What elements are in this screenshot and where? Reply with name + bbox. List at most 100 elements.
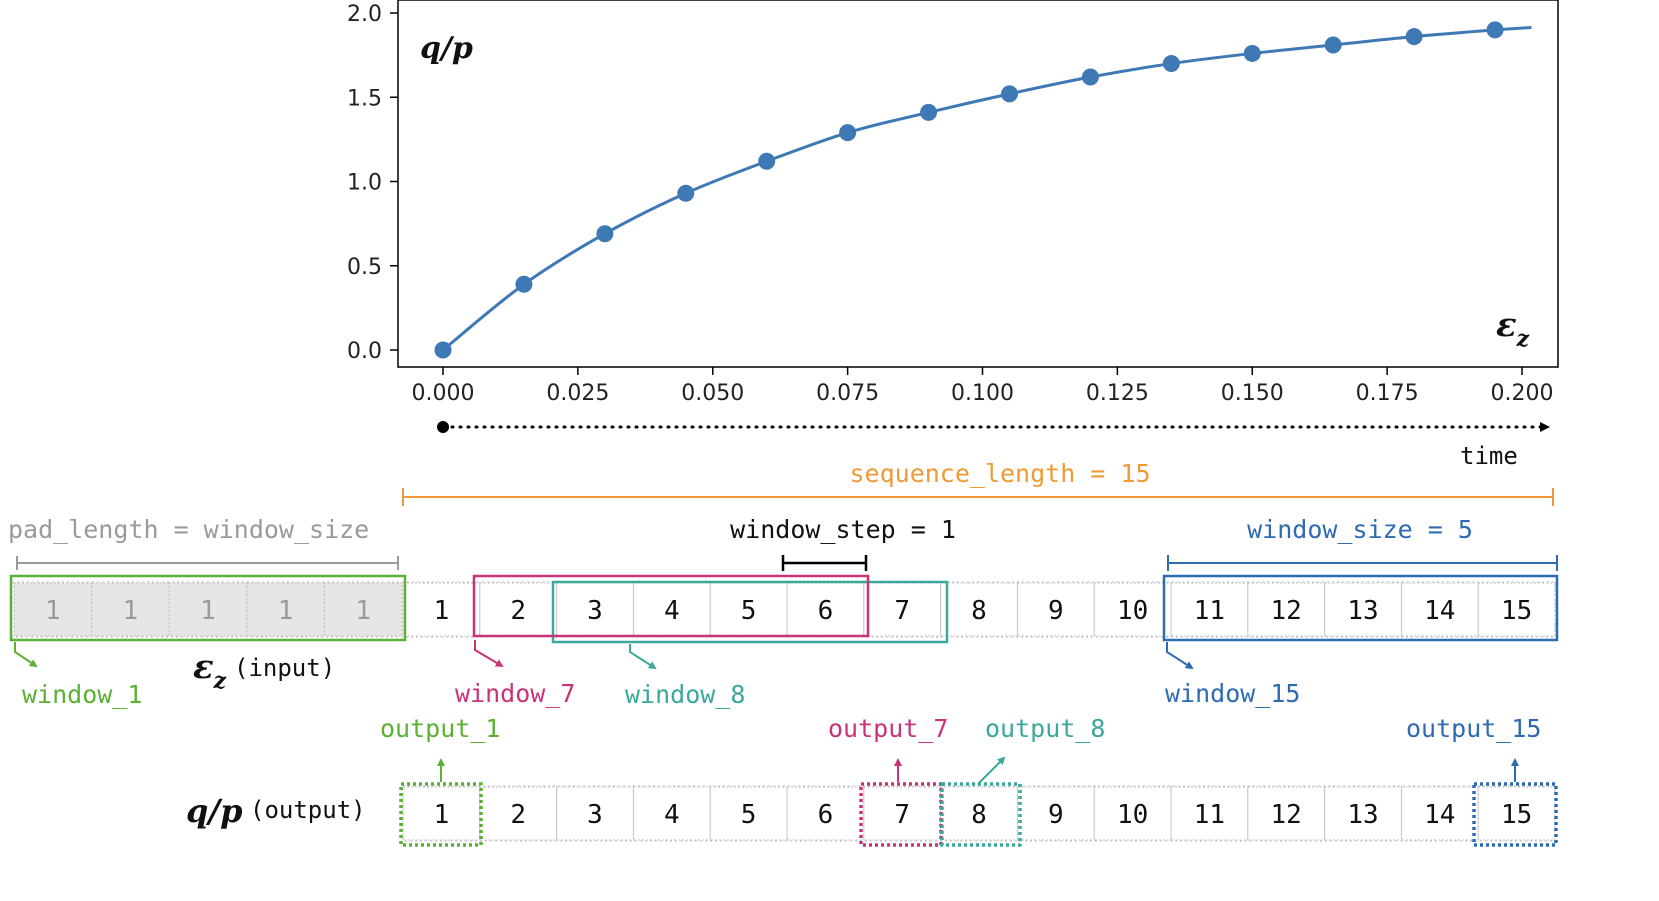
output-cell-value: 13 [1347,800,1378,830]
output-suffix: (output) [250,796,366,824]
output-row: 1 2 3 4 5 6 7 8 9 10 11 12 13 14 15 [402,785,1556,842]
sequence-length-label: sequence_length = 15 [849,459,1150,488]
input-cell-value: 13 [1347,596,1378,626]
pad-length-bracket [16,556,399,570]
output-cell [786,786,865,841]
data-point [677,184,695,202]
data-point [1486,21,1504,39]
y-axis-ticks: 0.0 0.5 1.0 1.5 2.0 [347,2,398,364]
plot-frame [397,0,1559,368]
input-cell-value: 10 [1117,596,1148,626]
pad-cell-value: 1 [355,596,371,626]
output-1-box [399,782,483,847]
window-8-label: window_8 [625,680,745,709]
x-axis-ticks: 0.000 0.025 0.050 0.075 0.100 0.125 0.150 0.175… [412,367,1554,406]
output-8-label: output_8 [985,714,1105,743]
input-cell-value: 2 [510,596,526,626]
input-cell [940,582,1018,637]
input-cell-value: 14 [1424,596,1455,626]
data-point [515,275,533,293]
output-cell [402,786,481,841]
input-cell-value: 1 [434,596,450,626]
output-cell-value: 7 [894,800,910,830]
input-cell [1400,582,1479,637]
pad-cell [323,582,403,637]
data-point [1243,44,1261,62]
output-cell [863,786,942,841]
output-cell [1247,786,1326,841]
output-cell-value: 2 [510,800,526,830]
input-symbol-eps: ε [193,647,214,687]
pad-cell [13,582,93,637]
window-1-label: window_1 [22,680,142,709]
output-cell [556,786,634,841]
output-15-label: output_15 [1406,714,1541,743]
input-cell-value: 6 [818,596,834,626]
output-cell [1093,786,1172,841]
input-cell [402,582,481,637]
input-cell-value: 3 [587,596,603,626]
output-cell-value: 3 [587,800,603,830]
input-cell-value: 7 [894,596,910,626]
data-point [434,341,452,359]
input-symbol: εz [193,647,227,694]
input-cell-value: 15 [1501,596,1532,626]
input-cell [1324,582,1402,637]
window-15-label: window_15 [1165,679,1300,708]
input-suffix: (input) [234,654,335,682]
data-point [1000,85,1018,103]
input-cell-value: 5 [741,596,757,626]
input-cell [1170,582,1249,637]
output-cell-value: 6 [818,800,834,830]
x-axis-label: εz [1496,305,1530,352]
output-cell-value: 14 [1424,800,1455,830]
data-point [1081,68,1099,86]
data-point [596,225,614,243]
x-tick-label: 0.100 [951,381,1014,406]
data-point [1324,36,1342,54]
output-cell-value: 4 [664,800,680,830]
output-cell-value: 15 [1501,800,1532,830]
x-tick-label: 0.200 [1491,381,1554,406]
pad-cell-value: 1 [200,596,216,626]
output-cell-value: 5 [741,800,757,830]
output-cell-value: 1 [434,800,450,830]
y-tick-label: 1.0 [347,171,382,196]
x-tick-label: 0.050 [681,381,744,406]
input-cell-value: 11 [1194,596,1225,626]
x-tick-label: 0.075 [816,381,879,406]
x-axis-subscript: z [1516,326,1530,352]
window-15-arrow [1166,642,1194,670]
window-15-box [1162,574,1559,642]
input-cell-value: 12 [1271,596,1302,626]
x-tick-label: 0.000 [412,381,475,406]
output-cell [632,786,711,841]
y-tick-label: 1.5 [347,86,382,111]
output-7-label: output_7 [828,714,948,743]
pad-length-label: pad_length = window_size [8,515,369,544]
chart: 0.0 0.5 1.0 1.5 2.0 0.000 0.025 0.050 0.075 0.10… [347,0,1559,406]
input-cell [1093,582,1172,637]
output-symbol: q/p [186,792,242,830]
window-size-label: window_size = 5 [1247,515,1473,544]
time-label: time [1460,442,1518,470]
output-8-arrow [977,756,1006,785]
output-8-box [940,782,1022,847]
input-cell-value: 8 [971,596,987,626]
data-point [920,103,938,121]
data-point [839,124,857,142]
output-cell-value: 12 [1271,800,1302,830]
output-cell [1324,786,1402,841]
window-1-box [9,574,407,642]
pad-cell-value: 1 [45,596,61,626]
output-cell [709,786,788,841]
y-tick-label: 2.0 [347,2,382,27]
x-tick-label: 0.025 [546,381,609,406]
input-cells: 1 2 3 4 5 6 7 8 9 10 11 12 13 14 15 [402,582,1556,637]
output-cell [1477,786,1556,841]
window-step-label: window_step = 1 [730,515,956,544]
window-7-label: window_7 [455,679,575,708]
output-cell [1400,786,1479,841]
